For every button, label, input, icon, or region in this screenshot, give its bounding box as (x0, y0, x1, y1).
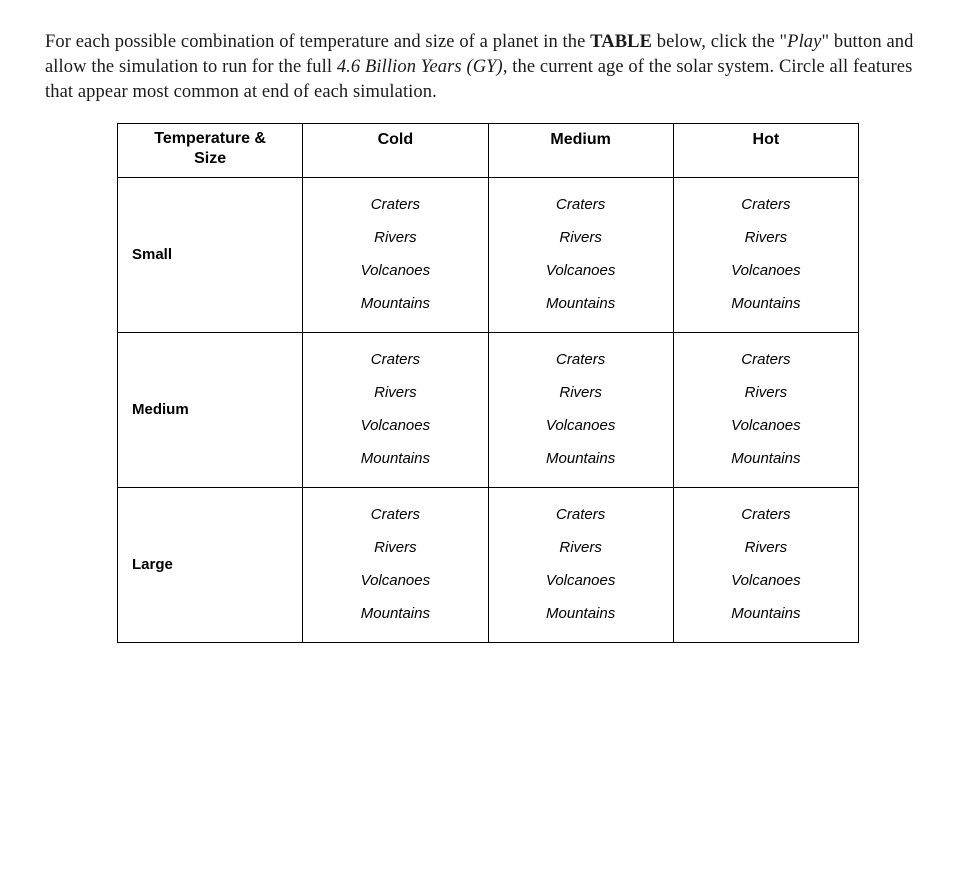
feature-item: Rivers (678, 376, 854, 409)
table-row: Small Craters Rivers Volcanoes Mountains… (118, 177, 859, 332)
feature-item: Volcanoes (678, 564, 854, 597)
instr-seg1: For each possible combination of tempera… (45, 32, 590, 52)
feature-item: Rivers (493, 531, 669, 564)
feature-item: Rivers (307, 221, 483, 254)
cell-large-hot: Craters Rivers Volcanoes Mountains (673, 487, 858, 642)
table-container: Temperature & Size Cold Medium Hot Small… (45, 123, 931, 643)
feature-item: Craters (307, 188, 483, 221)
feature-item: Craters (493, 188, 669, 221)
cell-large-cold: Craters Rivers Volcanoes Mountains (303, 487, 488, 642)
feature-item: Craters (493, 343, 669, 376)
temperature-size-table: Temperature & Size Cold Medium Hot Small… (117, 123, 859, 643)
feature-item: Craters (678, 343, 854, 376)
feature-item: Mountains (678, 442, 854, 475)
cell-large-medium: Craters Rivers Volcanoes Mountains (488, 487, 673, 642)
table-row: Medium Craters Rivers Volcanoes Mountain… (118, 332, 859, 487)
instructions-paragraph: For each possible combination of tempera… (45, 30, 931, 105)
feature-item: Mountains (493, 597, 669, 630)
feature-item: Volcanoes (307, 254, 483, 287)
feature-item: Rivers (493, 221, 669, 254)
feature-item: Volcanoes (493, 409, 669, 442)
feature-item: Rivers (493, 376, 669, 409)
row-label-large: Large (118, 487, 303, 642)
col-header-cold: Cold (303, 123, 488, 177)
cell-medium-hot: Craters Rivers Volcanoes Mountains (673, 332, 858, 487)
feature-item: Mountains (493, 287, 669, 320)
cell-small-medium: Craters Rivers Volcanoes Mountains (488, 177, 673, 332)
cell-small-hot: Craters Rivers Volcanoes Mountains (673, 177, 858, 332)
instr-italic1: Play (787, 32, 821, 52)
feature-item: Volcanoes (678, 409, 854, 442)
feature-item: Rivers (307, 531, 483, 564)
feature-item: Craters (678, 188, 854, 221)
feature-item: Mountains (307, 287, 483, 320)
corner-header: Temperature & Size (118, 123, 303, 177)
feature-item: Craters (678, 498, 854, 531)
feature-item: Mountains (307, 597, 483, 630)
feature-item: Volcanoes (678, 254, 854, 287)
feature-item: Mountains (678, 597, 854, 630)
col-header-medium: Medium (488, 123, 673, 177)
table-row: Large Craters Rivers Volcanoes Mountains… (118, 487, 859, 642)
feature-item: Craters (307, 343, 483, 376)
table-header-row: Temperature & Size Cold Medium Hot (118, 123, 859, 177)
feature-item: Rivers (678, 221, 854, 254)
feature-item: Craters (307, 498, 483, 531)
cell-medium-cold: Craters Rivers Volcanoes Mountains (303, 332, 488, 487)
feature-item: Mountains (678, 287, 854, 320)
corner-header-line2: Size (122, 149, 298, 169)
instr-italic2: 4.6 Billion Years (GY) (337, 57, 503, 77)
feature-item: Volcanoes (307, 564, 483, 597)
feature-item: Volcanoes (493, 254, 669, 287)
row-label-medium: Medium (118, 332, 303, 487)
instr-seg2: below, click the " (652, 32, 787, 52)
cell-medium-medium: Craters Rivers Volcanoes Mountains (488, 332, 673, 487)
feature-item: Volcanoes (307, 409, 483, 442)
feature-item: Rivers (678, 531, 854, 564)
cell-small-cold: Craters Rivers Volcanoes Mountains (303, 177, 488, 332)
col-header-hot: Hot (673, 123, 858, 177)
feature-item: Mountains (307, 442, 483, 475)
corner-header-line1: Temperature & (122, 129, 298, 149)
feature-item: Mountains (493, 442, 669, 475)
feature-item: Volcanoes (493, 564, 669, 597)
feature-item: Craters (493, 498, 669, 531)
row-label-small: Small (118, 177, 303, 332)
instr-bold1: TABLE (590, 32, 652, 52)
feature-item: Rivers (307, 376, 483, 409)
